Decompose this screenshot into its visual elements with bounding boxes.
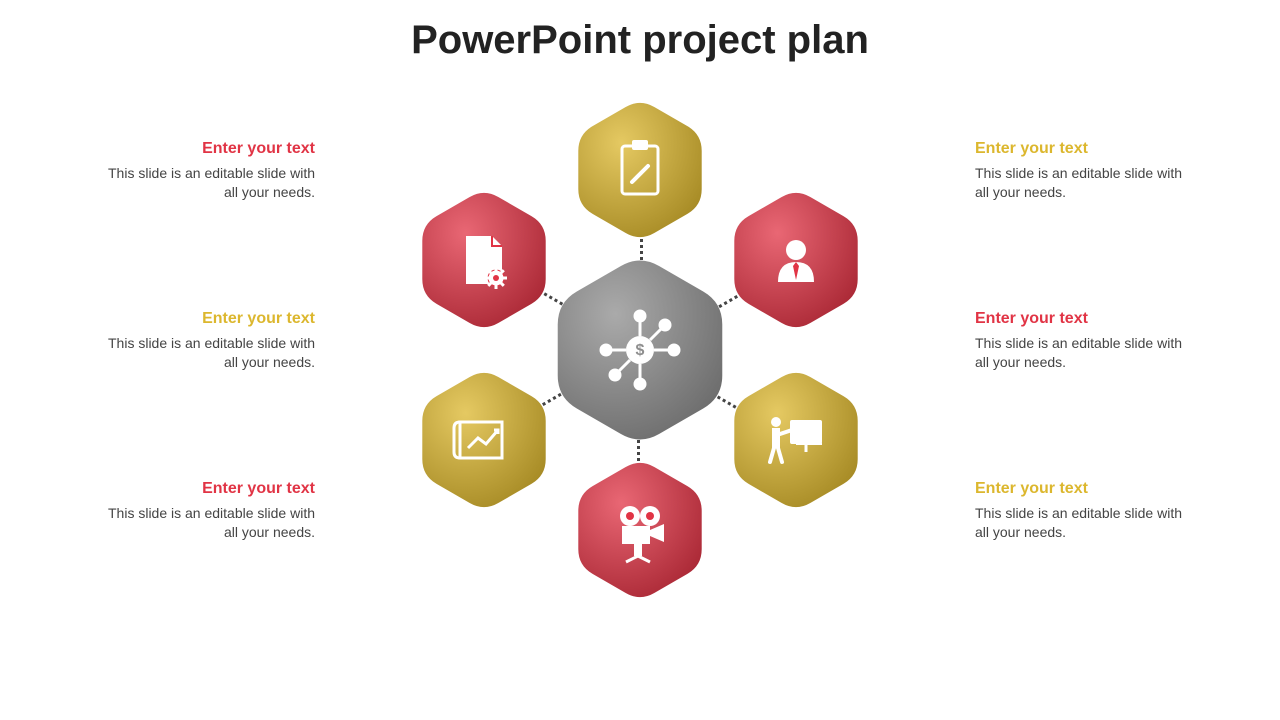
text-block-title: Enter your text xyxy=(95,140,315,158)
text-block-title: Enter your text xyxy=(975,480,1195,498)
blueprint-chart-icon xyxy=(439,395,529,485)
text-block-title: Enter your text xyxy=(95,310,315,328)
text-block-body: This slide is an editable slide with all… xyxy=(95,504,315,542)
dollar-network-icon: $ xyxy=(580,290,700,410)
outer-hex-4 xyxy=(409,365,559,515)
text-block-body: This slide is an editable slide with all… xyxy=(975,504,1195,542)
outer-hex-5 xyxy=(409,185,559,335)
outer-hex-3 xyxy=(565,455,715,605)
text-block-left-3: Enter your text This slide is an editabl… xyxy=(95,480,315,542)
file-gear-icon xyxy=(439,215,529,305)
text-block-body: This slide is an editable slide with all… xyxy=(975,334,1195,372)
text-block-right-2: Enter your text This slide is an editabl… xyxy=(975,310,1195,372)
clipboard-pencil-icon xyxy=(595,125,685,215)
outer-hex-0 xyxy=(565,95,715,245)
svg-text:$: $ xyxy=(636,342,645,359)
text-block-title: Enter your text xyxy=(95,480,315,498)
film-camera-icon xyxy=(595,485,685,575)
hex-diagram: $ xyxy=(380,90,900,610)
text-block-right-3: Enter your text This slide is an editabl… xyxy=(975,480,1195,542)
text-block-title: Enter your text xyxy=(975,140,1195,158)
presenter-board-icon xyxy=(751,395,841,485)
text-block-left-2: Enter your text This slide is an editabl… xyxy=(95,310,315,372)
outer-hex-1 xyxy=(721,185,871,335)
outer-hex-2 xyxy=(721,365,871,515)
text-block-body: This slide is an editable slide with all… xyxy=(95,334,315,372)
text-block-body: This slide is an editable slide with all… xyxy=(975,164,1195,202)
center-hex: $ xyxy=(540,250,740,450)
text-block-right-1: Enter your text This slide is an editabl… xyxy=(975,140,1195,202)
person-bust-icon xyxy=(751,215,841,305)
text-block-body: This slide is an editable slide with all… xyxy=(95,164,315,202)
page-title: PowerPoint project plan xyxy=(0,18,1280,63)
text-block-left-1: Enter your text This slide is an editabl… xyxy=(95,140,315,202)
text-block-title: Enter your text xyxy=(975,310,1195,328)
